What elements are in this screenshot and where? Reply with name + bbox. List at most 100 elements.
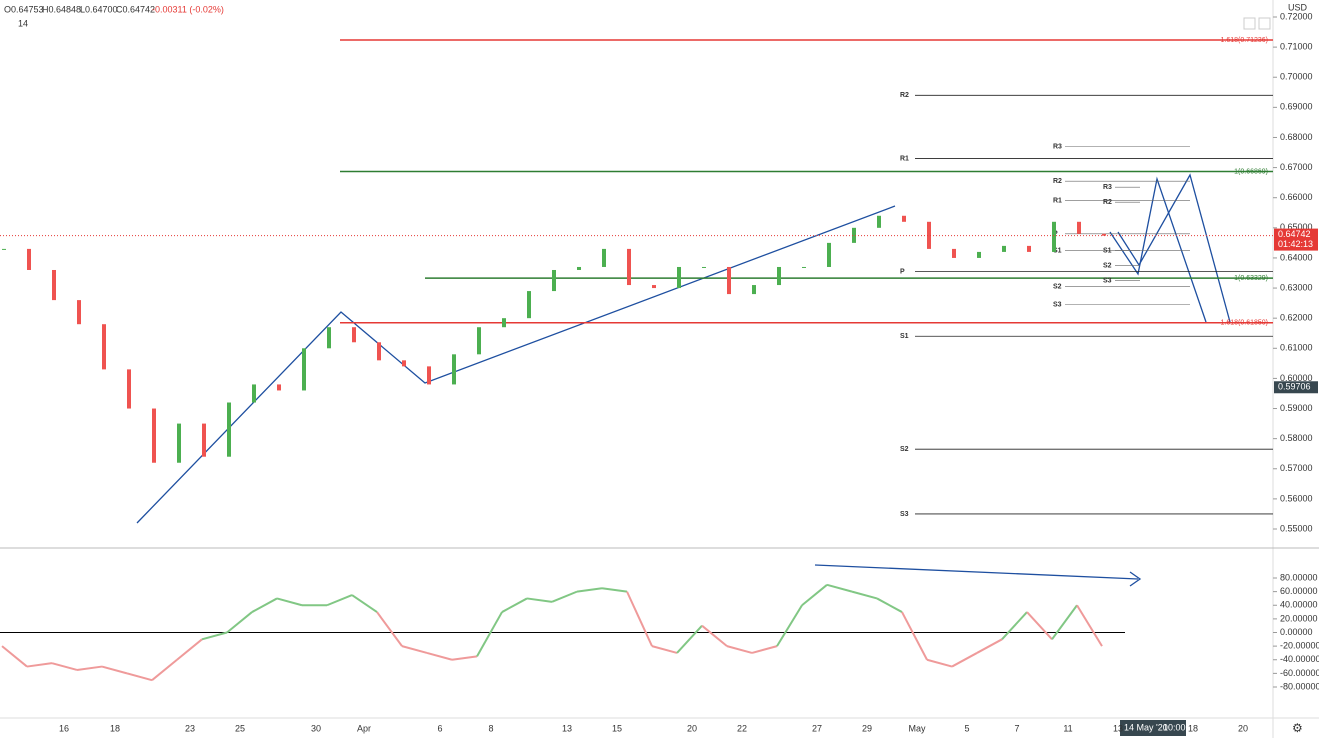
candle bbox=[102, 324, 106, 370]
candle bbox=[477, 327, 481, 355]
osc-segment bbox=[251, 597, 278, 613]
pivot-label: S1 bbox=[900, 333, 909, 340]
x-tick-label: 16 bbox=[59, 723, 69, 733]
ohlc-open: O0.64753 bbox=[4, 4, 44, 14]
candle bbox=[952, 248, 956, 258]
scroll-button[interactable] bbox=[1243, 17, 1256, 30]
candle bbox=[1002, 245, 1006, 252]
x-tick-label: 8 bbox=[488, 723, 493, 733]
pivot-label: P bbox=[900, 268, 905, 275]
osc-segment bbox=[26, 662, 53, 668]
osc-tick-label: -40.00000 bbox=[1280, 654, 1319, 664]
pivot-label: R1 bbox=[1053, 198, 1062, 205]
osc-tick-label: -20.00000 bbox=[1280, 641, 1319, 651]
x-tick-label: 7 bbox=[1014, 723, 1019, 733]
candle bbox=[377, 342, 381, 361]
candle bbox=[1027, 245, 1031, 252]
x-tick-label: 23 bbox=[185, 723, 195, 733]
osc-segment bbox=[1, 645, 28, 668]
osc-segment bbox=[701, 624, 728, 647]
candle bbox=[2, 248, 6, 250]
y-tick-label: 0.58000 bbox=[1280, 433, 1313, 443]
candle bbox=[152, 408, 156, 463]
countdown-label: 01:42:13 bbox=[1278, 239, 1313, 249]
osc-segment bbox=[176, 638, 203, 661]
fib-label: 1(0.66869) bbox=[1234, 168, 1268, 175]
osc-segment bbox=[501, 597, 528, 613]
osc-segment bbox=[1051, 604, 1078, 640]
candle bbox=[877, 215, 881, 228]
candle bbox=[602, 248, 606, 267]
y-tick-label: 0.57000 bbox=[1280, 463, 1313, 473]
x-tick-label: 30 bbox=[311, 723, 321, 733]
y-tick-label: 0.63000 bbox=[1280, 282, 1313, 292]
osc-segment bbox=[951, 652, 978, 668]
osc-segment bbox=[226, 611, 253, 634]
pivot-label: S3 bbox=[1053, 301, 1062, 308]
osc-tick-label: -60.00000 bbox=[1280, 668, 1319, 678]
y-tick-label: 0.60000 bbox=[1280, 373, 1313, 383]
settings-icon[interactable]: ⚙ bbox=[1292, 721, 1303, 735]
pivot-label: R2 bbox=[1053, 178, 1062, 185]
candle bbox=[327, 327, 331, 349]
osc-segment bbox=[101, 665, 128, 675]
candle bbox=[252, 384, 256, 403]
pivot-label: S1 bbox=[1053, 247, 1062, 254]
fib-label: 1.618(0.71236) bbox=[1221, 37, 1268, 44]
osc-segment bbox=[276, 597, 303, 607]
osc-segment bbox=[851, 590, 878, 600]
osc-segment bbox=[801, 584, 828, 607]
osc-tick-label: 40.00000 bbox=[1280, 600, 1318, 610]
reset-button[interactable] bbox=[1258, 17, 1271, 30]
candle bbox=[527, 291, 531, 319]
y-tick-label: 0.70000 bbox=[1280, 72, 1313, 82]
y-tick-label: 0.65000 bbox=[1280, 222, 1313, 232]
x-tick-label: 27 bbox=[812, 723, 822, 733]
osc-segment bbox=[426, 651, 453, 661]
osc-segment bbox=[826, 583, 853, 593]
ohlc-change: -0.00311 (-0.02%) bbox=[152, 4, 224, 14]
candle bbox=[552, 269, 556, 292]
osc-tick-label: 60.00000 bbox=[1280, 586, 1318, 596]
candle bbox=[452, 354, 456, 385]
pivot-label: S2 bbox=[1103, 262, 1112, 269]
candle bbox=[802, 266, 806, 268]
candle bbox=[652, 285, 656, 289]
cursor-date: 14 May '20 bbox=[1124, 722, 1168, 732]
candle bbox=[77, 300, 81, 325]
osc-segment bbox=[126, 672, 153, 682]
candle bbox=[502, 318, 506, 328]
ohlc-high: H0.64848 bbox=[42, 4, 81, 14]
x-tick-label: 20 bbox=[1238, 723, 1248, 733]
y-tick-label: 0.68000 bbox=[1280, 132, 1313, 142]
candle bbox=[352, 327, 356, 343]
osc-segment bbox=[676, 625, 703, 654]
y-tick-label: 0.66000 bbox=[1280, 192, 1313, 202]
candle bbox=[277, 384, 281, 391]
osc-segment bbox=[76, 665, 103, 671]
pivot-label: S3 bbox=[900, 511, 909, 518]
candle bbox=[402, 360, 406, 367]
x-tick-label: 5 bbox=[964, 723, 969, 733]
pivot-label: R1 bbox=[900, 155, 909, 162]
currency: USD bbox=[1288, 2, 1308, 12]
osc-segment bbox=[726, 645, 753, 654]
cursor-price-label: 0.59706 bbox=[1278, 382, 1311, 392]
osc-tick-label: 0.00000 bbox=[1280, 627, 1313, 637]
y-tick-label: 0.72000 bbox=[1280, 11, 1313, 21]
osc-segment bbox=[51, 662, 78, 671]
last-price-box bbox=[1274, 228, 1318, 251]
x-tick-label: 13 bbox=[562, 723, 572, 733]
osc-segment bbox=[1026, 611, 1053, 640]
pivot-label: S2 bbox=[900, 446, 909, 453]
ohlc-low: L0.64700 bbox=[80, 4, 118, 14]
osc-segment bbox=[876, 597, 903, 613]
cursor-time: 10:00 bbox=[1163, 722, 1186, 732]
candle bbox=[52, 269, 56, 301]
x-tick-label: 6 bbox=[437, 723, 442, 733]
osc-segment bbox=[451, 655, 478, 661]
y-tick-label: 0.55000 bbox=[1280, 523, 1313, 533]
candle bbox=[977, 251, 981, 258]
